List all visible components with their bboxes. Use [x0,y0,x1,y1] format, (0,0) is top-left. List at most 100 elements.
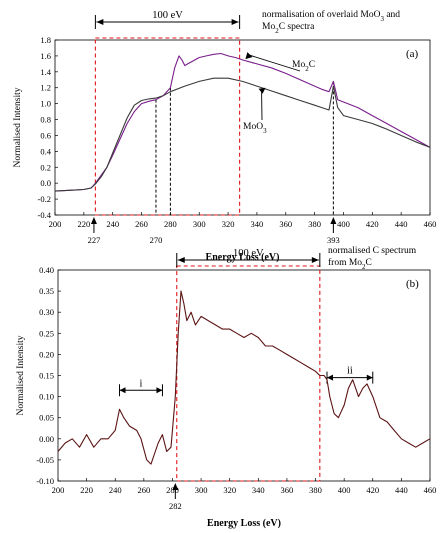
panel-a-title-part: normalisation of overlaid MoO [262,9,381,20]
span-arrowhead-left [177,257,185,263]
window-dashed-box [94,37,241,216]
x-tick-label: 200 [49,219,62,229]
panel-b-regions: iii [119,366,374,397]
panel-b-plot-frame [57,269,431,482]
panel-b-x-axis-label: Energy Loss (eV) [207,518,281,529]
x-tick-label: 360 [281,485,294,495]
x-tick-label: 340 [252,485,265,495]
x-tick-label: 440 [395,485,408,495]
panel-b-title-line-1: normalised C spectrum [328,246,417,256]
x-tick-label: 300 [193,219,206,229]
panel-a-markers: 227 270 393 [88,81,340,245]
window-label: 100 eV [152,10,183,21]
x-tick-label: 320 [223,485,236,495]
panel-b-y-axis-label: Normalised Intensity [16,335,26,415]
y-tick-label: 0.15 [39,371,54,381]
mo2c-label: Mo2C [292,60,315,73]
y-tick-label: -0.05 [36,455,54,465]
x-tick-label: 240 [109,485,122,495]
y-tick-label: 0.4 [40,146,51,156]
mo2c-label-part: C [309,60,315,70]
y-tick-label: 1.2 [40,83,51,93]
mo2c-pointer-arrow [249,54,301,72]
x-tick-label: 400 [337,219,350,229]
panel-a-title-part: C spectra [279,22,315,32]
moo3-label-sub: 3 [263,127,267,135]
y-tick-label: 0.10 [39,392,54,402]
x-tick-label: 300 [195,485,208,495]
y-tick-label: -0.4 [38,210,52,220]
region-arrowhead-right [156,387,163,394]
mo2c-label-sub: 2 [305,65,309,73]
panel-a-title-sub: 2 [275,27,279,35]
panel-b-series [57,290,431,465]
x-tick-label: 460 [424,219,437,229]
panel-b-title-line-2: from Mo2C [328,257,372,271]
x-tick-label: 460 [424,485,437,495]
x-tick-label: 400 [338,485,351,495]
y-tick-label: 1.6 [40,51,51,61]
x-tick-label: 320 [222,219,235,229]
region-arrowhead-left [119,387,126,394]
mo2c-series-annotation: Mo2C [245,52,315,73]
y-tick-label: 1.8 [40,35,51,45]
y-tick-label: 0.00 [39,434,54,444]
marker-arrowhead [90,217,97,224]
panel-a-window: 100 eV [94,10,241,216]
panel-b-chart: 100 eV iii 282 -0.10-0.050.000.050.100.1… [16,246,436,529]
y-tick-label: -0.10 [36,476,54,486]
marker-arrowhead [330,217,337,224]
y-tick-label: 0.25 [39,328,54,338]
marker-label: 393 [327,235,340,245]
panel-a-title-sub: 3 [380,15,384,23]
y-tick-label: 0.35 [39,286,54,296]
series-line-c [57,290,431,465]
y-tick-label: 0.40 [39,265,54,275]
y-tick-label: -0.2 [38,194,51,204]
x-tick-label: 220 [77,219,90,229]
panel-a-title-part: and [384,10,400,20]
panel-b-label: (b) [406,278,419,290]
marker-label: 282 [169,501,182,511]
series-line-moo3 [54,77,431,192]
panel-a-chart: 100 eV 227 270 393 -0.4 -0.2 0.0 0.2 0.4 0.6 0.8… [13,9,436,263]
panel-a-series [54,52,431,192]
x-tick-label: 280 [166,485,179,495]
moo3-pointer-arrowhead [258,87,266,94]
y-tick-label: 0.05 [39,413,54,423]
panel-b-markers: 282 [169,483,182,511]
panel-a-title-line-2: Mo2C spectra [262,22,315,35]
window-label: 100 eV [233,248,264,259]
y-tick-label: 0.20 [39,349,54,359]
mo2c-pointer-arrowhead [245,52,253,60]
panel-b-y-ticks: -0.10 -0.05 0.00 0.05 0.10 0.15 0.20 0.25 0.30 0.… [36,265,61,486]
x-tick-label: 240 [106,219,119,229]
y-tick-label: 0.30 [39,307,54,317]
x-tick-label: 420 [366,219,379,229]
marker-arrowhead [172,483,179,490]
panel-b-title-sub: 2 [362,263,366,271]
y-tick-label: 0.2 [40,162,51,172]
span-arrowhead-left [96,19,104,25]
moo3-label: MoO3 [243,122,267,135]
region-label: ii [347,366,353,377]
x-tick-label: 200 [52,485,65,495]
panel-b-title-part: from Mo [328,257,362,268]
x-tick-label: 340 [251,219,264,229]
moo3-label-part: MoO [243,122,263,132]
panel-b-title-part: C [366,258,372,268]
y-tick-label: 0.0 [40,178,51,188]
panel-a-title-part: Mo [262,22,275,32]
x-tick-label: 420 [366,485,379,495]
panel-b-window: 100 eV [176,248,321,482]
x-tick-label: 220 [80,485,93,495]
x-tick-label: 260 [135,219,148,229]
region-label: i [140,378,143,389]
region-arrowhead-left [326,374,333,381]
panel-a-title-line-1: normalisation of overlaid MoO3 and [262,9,400,23]
x-tick-label: 380 [308,219,321,229]
marker-label: 227 [88,235,101,245]
x-tick-label: 260 [137,485,150,495]
panel-a-y-axis-label: Normalised Intensity [13,87,23,167]
